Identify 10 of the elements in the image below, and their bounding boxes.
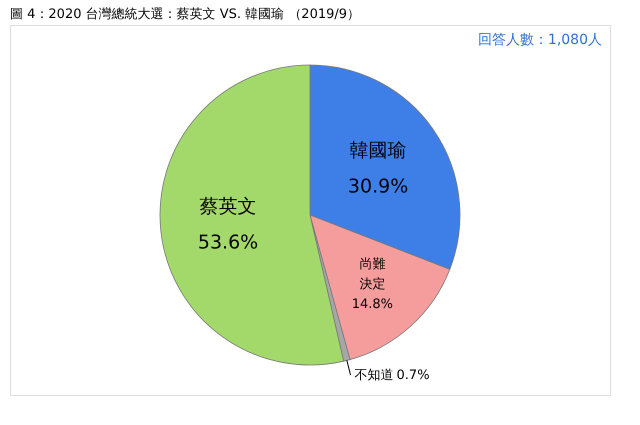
slice-label: 韓國瑜 xyxy=(350,139,407,162)
text: 回答人數：1,080人 xyxy=(478,32,602,48)
chart-title: 圖 4：2020 台灣總統大選：蔡英文 VS. 韓國瑜 （2019/9） xyxy=(10,7,360,22)
data-label: 30.9% xyxy=(348,175,408,198)
data-label: 53.6% xyxy=(198,231,258,254)
slice-label: 尚難決定 xyxy=(359,256,386,292)
slice-label: 蔡英文 xyxy=(200,195,257,218)
data-label: 14.8% xyxy=(352,296,394,312)
data-label: 0.7% xyxy=(396,368,430,383)
slice-label: 不知道 xyxy=(354,368,394,383)
